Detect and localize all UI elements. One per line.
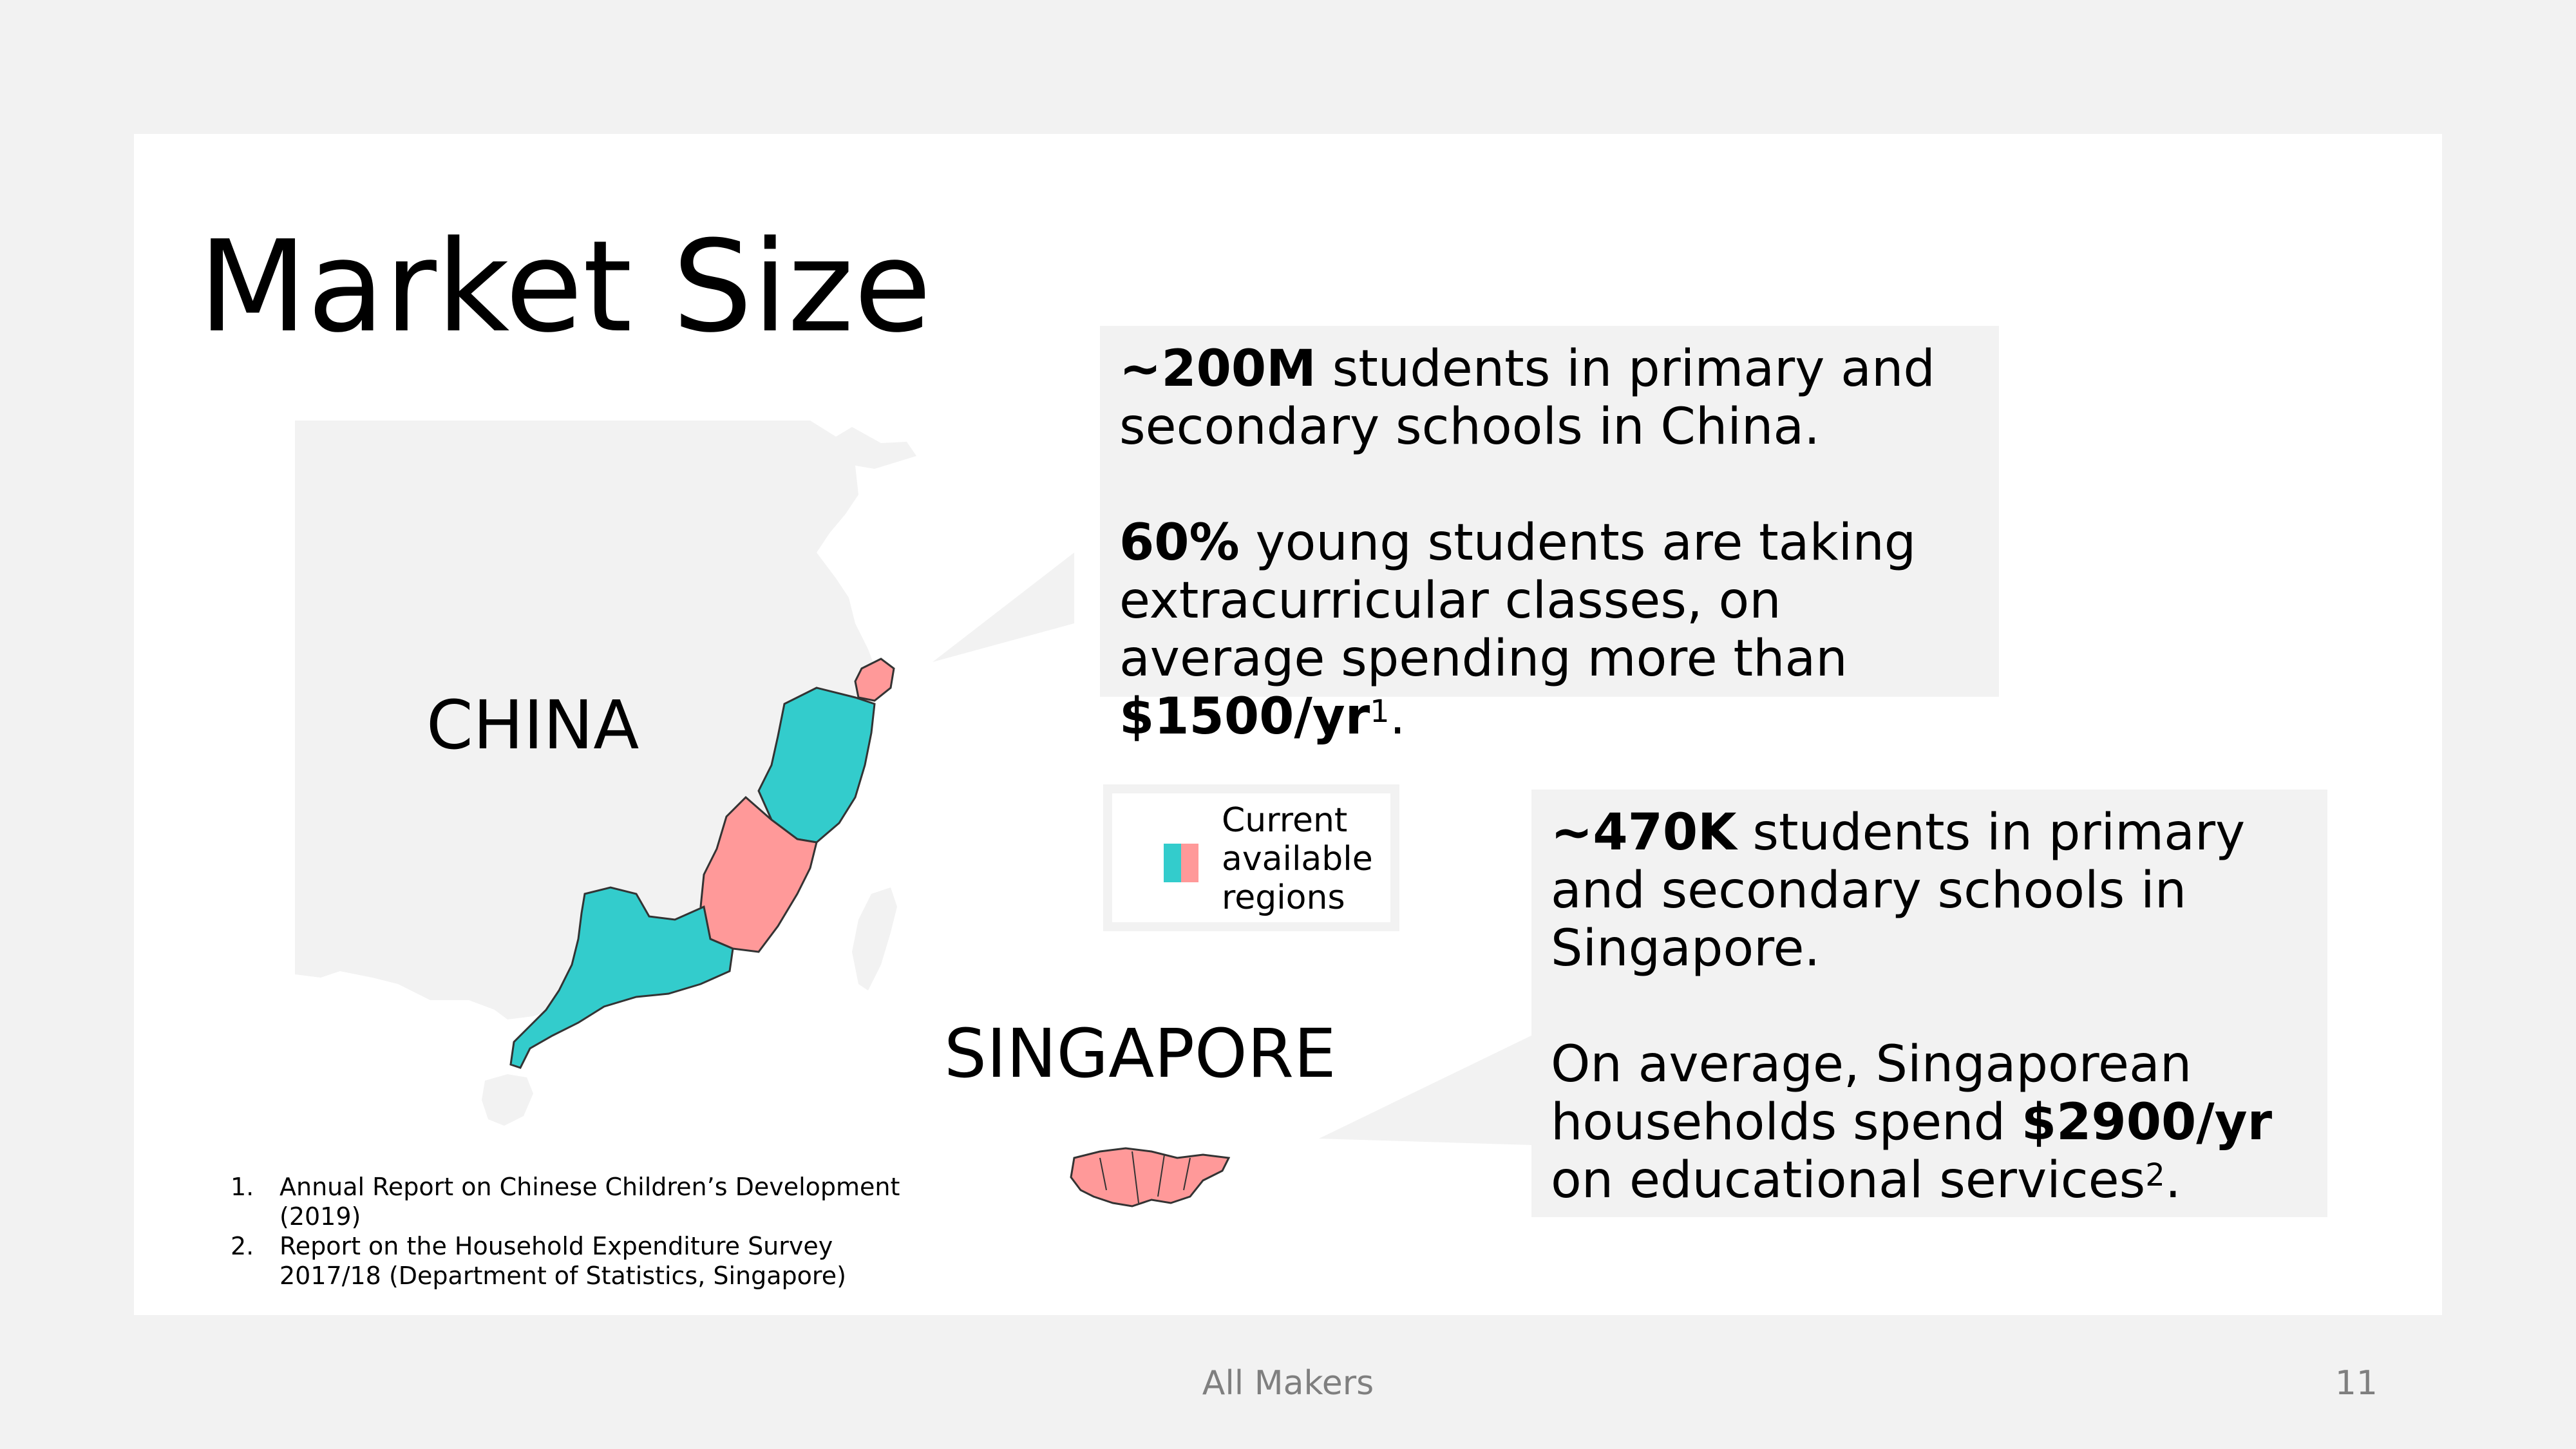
china-stats-paragraph-1: ~200M students in primary and secondary … <box>1119 340 1980 456</box>
china-students-count: ~200M <box>1119 340 1316 398</box>
china-period: . <box>1389 688 1406 746</box>
legend-swatch <box>1164 844 1198 882</box>
singapore-spending-intro: On average, Singaporean households spend <box>1551 1036 2192 1151</box>
singapore-spending-text: on educational services <box>1551 1151 2146 1209</box>
map-legend: Current available regions <box>1103 784 1399 931</box>
legend-line-1: Current <box>1222 801 1348 840</box>
footnote-text: Report on the Household Expenditure Surv… <box>279 1232 846 1290</box>
singapore-spending-amount: $2900/yr <box>2021 1094 2273 1151</box>
shanghai-region-shape <box>854 658 895 702</box>
page-title: Market Size <box>198 214 932 361</box>
footnotes: 1. Annual Report on Chinese Children’s D… <box>231 1172 939 1291</box>
footnote-2: 2. Report on the Household Expenditure S… <box>231 1231 939 1291</box>
guangdong-region-shape <box>509 886 734 1069</box>
singapore-period: . <box>2164 1151 2181 1209</box>
china-spending-text: young students are taking extracurricula… <box>1119 514 1917 688</box>
singapore-stats-paragraph-2: On average, Singaporean households spend… <box>1551 1036 2308 1209</box>
footer-company: All Makers <box>1202 1364 1374 1403</box>
footnote-ref-2: 2 <box>2145 1157 2165 1193</box>
china-percentage: 60% <box>1119 514 1240 572</box>
china-spending-amount: $1500/yr <box>1119 688 1370 746</box>
legend-label: Current available regions <box>1222 801 1389 917</box>
footnote-text: Annual Report on Chinese Children’s Deve… <box>279 1173 900 1231</box>
map-illustration <box>295 421 1531 1208</box>
footnote-1: 1. Annual Report on Chinese Children’s D… <box>231 1172 939 1231</box>
fujian-region-shape <box>699 795 818 953</box>
china-students-text: students in primary and secondary school… <box>1119 340 1935 456</box>
singapore-students-text: students in primary and secondary school… <box>1551 804 2246 978</box>
taiwan-shape <box>852 887 897 990</box>
singapore-callout-pointer <box>1319 1036 1531 1145</box>
china-stats-paragraph-2: 60% young students are taking extracurri… <box>1119 514 1980 746</box>
page-number: 11 <box>2334 1364 2378 1403</box>
singapore-stats-callout: ~470K students in primary and secondary … <box>1531 790 2327 1217</box>
china-stats-callout: ~200M students in primary and secondary … <box>1100 326 1999 746</box>
hainan-shape <box>482 1074 533 1126</box>
legend-line-3: regions <box>1222 878 1345 917</box>
singapore-region-shape <box>1070 1147 1231 1208</box>
china-label: CHINA <box>426 686 639 764</box>
slide: Market Size CHINA SINGAPORE ~200M studen… <box>134 134 2442 1315</box>
singapore-label: SINGAPORE <box>944 1014 1336 1093</box>
china-mainland-shape <box>295 421 916 1019</box>
zhejiang-region-shape <box>757 687 876 844</box>
china-callout-pointer <box>933 553 1074 662</box>
singapore-stats-paragraph-1: ~470K students in primary and secondary … <box>1551 804 2308 978</box>
legend-line-2: available <box>1222 840 1373 878</box>
footnote-number: 2. <box>231 1232 254 1260</box>
footnote-number: 1. <box>231 1173 254 1201</box>
singapore-students-count: ~470K <box>1551 804 1737 862</box>
footnote-ref-1: 1 <box>1370 694 1390 730</box>
